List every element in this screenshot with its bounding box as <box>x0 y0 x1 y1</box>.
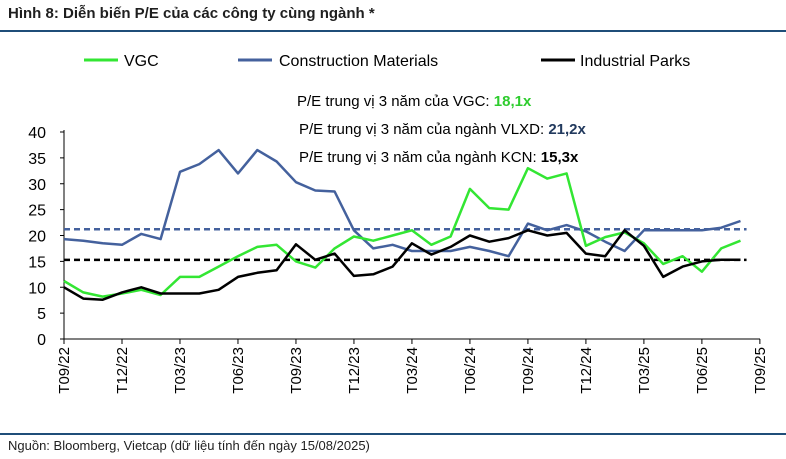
annotation-vlxd-label: P/E trung vị 3 năm của ngành VLXD: <box>299 121 548 138</box>
annotation-kcn: P/E trung vị 3 năm của ngành KCN: 15,3x <box>299 149 579 166</box>
x-tick-label: T12/23 <box>346 347 363 394</box>
annotation-vgc-label: P/E trung vị 3 năm của VGC: <box>297 93 494 110</box>
y-tick-label: 15 <box>28 254 46 271</box>
source-note: Nguồn: Bloomberg, Vietcap (dữ liệu tính … <box>8 438 370 453</box>
series-line-vgc <box>63 166 741 298</box>
bottom-divider <box>0 433 786 435</box>
annotation-kcn-label: P/E trung vị 3 năm của ngành KCN: <box>299 149 541 166</box>
series-lines <box>63 148 741 301</box>
annotation-vlxd: P/E trung vị 3 năm của ngành VLXD: 21,2x <box>299 121 587 138</box>
x-tick-label: T03/24 <box>404 347 421 394</box>
y-tick-label: 5 <box>37 306 46 323</box>
x-tick-label: T09/22 <box>56 347 73 394</box>
x-tick-label: T03/25 <box>636 347 653 394</box>
y-tick-label: 40 <box>28 125 46 142</box>
reference-lines <box>64 228 747 262</box>
x-tick-label: T12/24 <box>578 347 595 394</box>
y-tick-label: 30 <box>28 177 46 194</box>
y-tick-label: 20 <box>28 229 46 246</box>
y-axis: 0 5 10 15 20 25 30 35 40 <box>28 125 65 349</box>
x-tick-label: T06/25 <box>694 347 711 394</box>
top-divider <box>0 30 786 32</box>
y-tick-label: 0 <box>37 332 46 349</box>
legend-label-construction-materials: Construction Materials <box>279 53 438 70</box>
annotation-vlxd-value: 21,2x <box>548 121 586 138</box>
x-axis: T09/22 T12/22 T03/23 T06/23 T09/23 T12/23 T03/… <box>56 338 769 394</box>
x-tick-label: T06/24 <box>462 347 479 394</box>
x-tick-label: T06/23 <box>230 347 247 394</box>
legend-label-vgc: VGC <box>124 53 159 70</box>
series-line-construction-materials <box>63 148 741 258</box>
x-tick-label: T12/22 <box>114 347 131 394</box>
y-tick-label: 35 <box>28 151 46 168</box>
annotation-vgc: P/E trung vị 3 năm của VGC: 18,1x <box>297 93 532 110</box>
annotation-kcn-value: 15,3x <box>541 149 579 166</box>
x-tick-label: T03/23 <box>172 347 189 394</box>
y-tick-label: 10 <box>28 280 46 297</box>
x-tick-label: T09/24 <box>520 347 537 394</box>
annotation-vgc-value: 18,1x <box>494 93 532 110</box>
legend-label-industrial-parks: Industrial Parks <box>580 53 690 70</box>
x-tick-label: T09/23 <box>288 347 305 394</box>
annotations: P/E trung vị 3 năm của VGC: 18,1x P/E tr… <box>297 93 587 166</box>
x-tick-label: T09/25 <box>752 347 769 394</box>
page-title: Hình 8: Diễn biến P/E của các công ty cù… <box>8 5 375 22</box>
y-tick-label: 25 <box>28 203 46 220</box>
series-line-industrial-parks <box>63 229 741 301</box>
legend: VGC Construction Materials Industrial Pa… <box>84 53 690 70</box>
